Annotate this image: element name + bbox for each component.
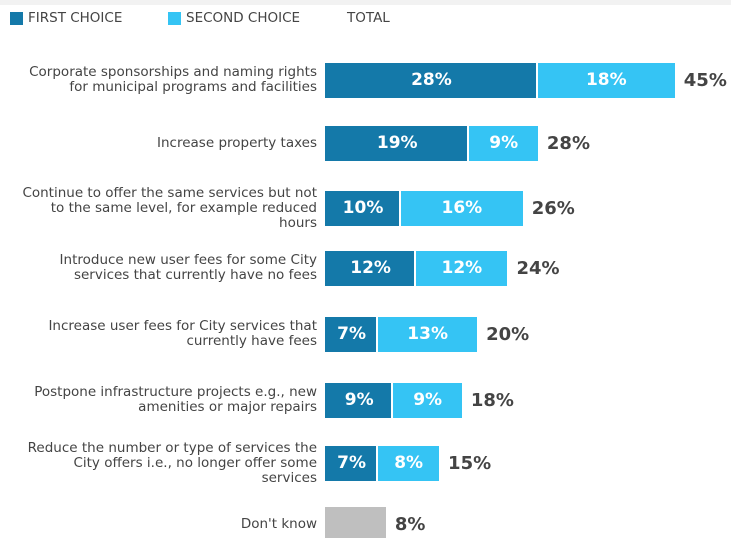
category-label: Introduce new user fees for some City se… bbox=[59, 252, 317, 283]
category-label: Increase user fees for City services tha… bbox=[48, 318, 317, 349]
category-label: Corporate sponsorships and naming rights… bbox=[29, 64, 317, 95]
category-label: Don't know bbox=[240, 515, 317, 532]
legend-item: TOTAL bbox=[347, 10, 390, 26]
segment-label: 9% bbox=[344, 390, 374, 410]
segment-label: 10% bbox=[342, 198, 384, 218]
segment-label: 13% bbox=[407, 324, 448, 344]
legend-item: SECOND CHOICE bbox=[168, 10, 300, 26]
segment-label: 9% bbox=[413, 390, 443, 410]
segment-label: 7% bbox=[337, 324, 367, 344]
legend-label: TOTAL bbox=[347, 10, 390, 26]
total-label: 26% bbox=[531, 197, 575, 219]
bar-segment bbox=[325, 250, 417, 286]
bar-segment bbox=[537, 62, 675, 98]
segment-label: 18% bbox=[585, 70, 627, 90]
segment-label: 16% bbox=[441, 198, 483, 218]
total-label: 28% bbox=[546, 132, 590, 154]
total-label: 20% bbox=[486, 323, 530, 345]
bar-segment bbox=[393, 382, 462, 418]
bar-segment bbox=[378, 445, 440, 481]
bar-segment bbox=[469, 125, 538, 161]
bar-segment bbox=[325, 190, 402, 226]
bar-segment bbox=[401, 190, 523, 226]
legend-item: FIRST CHOICE bbox=[10, 10, 122, 26]
segment-label: 19% bbox=[376, 133, 418, 153]
legend-label: SECOND CHOICE bbox=[186, 10, 301, 26]
total-label: 18% bbox=[470, 389, 514, 411]
segment-label: 28% bbox=[411, 70, 452, 90]
bar-segment bbox=[325, 62, 538, 98]
segment-label: 12% bbox=[350, 258, 391, 278]
segment-label: 7% bbox=[337, 453, 367, 473]
segment-label: 12% bbox=[441, 258, 483, 278]
bar-segment bbox=[325, 445, 379, 481]
bar bbox=[325, 506, 386, 538]
bar-segment bbox=[325, 382, 394, 418]
legend-label: FIRST CHOICE bbox=[28, 10, 123, 26]
bar-segment bbox=[325, 125, 470, 161]
category-label: Postpone infrastructure projects e.g., n… bbox=[34, 384, 317, 415]
bar-segment bbox=[378, 316, 478, 352]
top-strip bbox=[0, 0, 731, 5]
total-label: 45% bbox=[683, 69, 727, 91]
segment-label: 9% bbox=[489, 133, 519, 153]
total-label: 8% bbox=[394, 513, 426, 535]
category-label: Continue to offer the same services but … bbox=[22, 184, 317, 231]
segment-label: 8% bbox=[394, 453, 424, 473]
legend-swatch bbox=[168, 11, 181, 25]
bar-segment bbox=[325, 316, 379, 352]
category-label: Increase property taxes bbox=[157, 134, 317, 151]
total-label: 24% bbox=[516, 257, 560, 279]
bar-segment bbox=[416, 250, 508, 286]
category-label: Reduce the number or type of services th… bbox=[27, 439, 317, 486]
legend-swatch bbox=[10, 11, 23, 25]
total-label: 15% bbox=[448, 452, 492, 474]
